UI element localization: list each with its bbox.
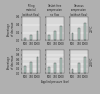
Title: Gaseous
compression
(without flow): Gaseous compression (without flow) bbox=[70, 4, 88, 17]
Title: Filling
material
(without flow): Filling material (without flow) bbox=[22, 4, 40, 17]
Title: Gasket-free
compression
no flow: Gasket-free compression no flow bbox=[47, 4, 63, 17]
Bar bbox=[24, 66, 26, 73]
Text: 20°C: 20°C bbox=[90, 25, 94, 32]
Bar bbox=[72, 33, 73, 40]
Bar bbox=[84, 23, 86, 40]
Bar bbox=[54, 63, 56, 73]
Bar bbox=[60, 26, 62, 40]
Bar bbox=[37, 31, 38, 40]
Bar bbox=[37, 57, 38, 73]
Bar bbox=[72, 69, 73, 73]
Y-axis label: Percentage
of decrease: Percentage of decrease bbox=[6, 54, 15, 69]
Bar bbox=[24, 38, 26, 40]
Bar bbox=[54, 31, 56, 40]
Bar bbox=[30, 62, 32, 73]
Bar bbox=[60, 58, 62, 73]
Bar bbox=[84, 57, 86, 73]
Bar bbox=[48, 35, 50, 40]
Bar bbox=[48, 67, 50, 73]
X-axis label: Applied pressure (bar): Applied pressure (bar) bbox=[41, 80, 69, 84]
Bar bbox=[30, 35, 32, 40]
Bar bbox=[78, 28, 80, 40]
Text: 200°C: 200°C bbox=[90, 57, 94, 66]
Bar bbox=[78, 63, 80, 73]
Y-axis label: Percentage
of decrease: Percentage of decrease bbox=[6, 22, 15, 36]
